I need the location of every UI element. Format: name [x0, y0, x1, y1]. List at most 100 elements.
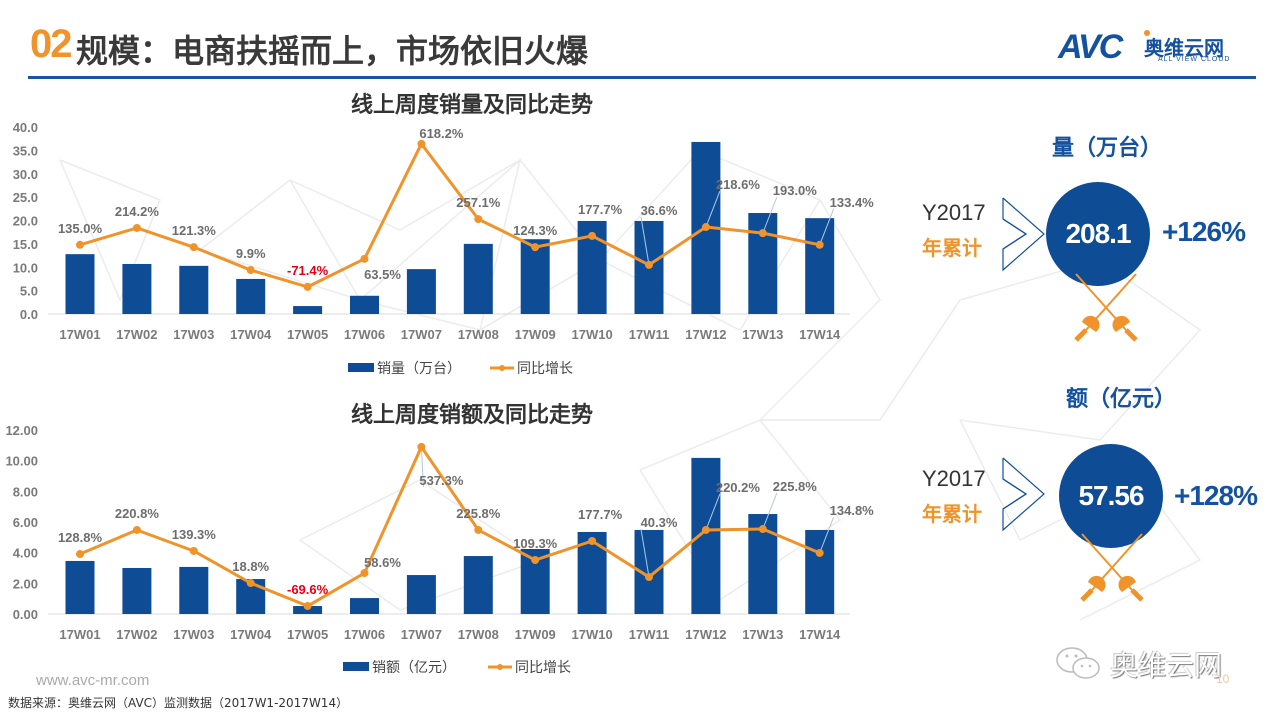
header-divider: [28, 76, 1256, 79]
y-tick-label: 30.0: [13, 167, 38, 182]
y-tick-label: 20.0: [13, 214, 38, 229]
x-tick-label: 17W05: [287, 627, 328, 642]
data-label: 58.6%: [364, 555, 401, 570]
growth-point: [132, 525, 141, 534]
watermark-text: 奥维云网: [1110, 649, 1223, 682]
x-tick-label: 17W08: [458, 327, 499, 342]
x-tick-label: 17W07: [401, 327, 442, 342]
bar: [350, 295, 379, 314]
data-label: 193.0%: [773, 183, 818, 198]
bar: [293, 306, 323, 314]
data-label: 40.3%: [641, 515, 678, 530]
logo-dot: [1144, 30, 1150, 36]
data-label: 128.8%: [58, 530, 103, 545]
crossed-fencing-swords-icon: [1080, 533, 1144, 602]
data-label: 139.3%: [172, 527, 217, 542]
kpi-heading: 量（万台）: [1052, 136, 1163, 161]
kpi-growth: +126%: [1162, 216, 1246, 247]
data-label: 225.8%: [773, 479, 818, 494]
bar: [122, 568, 152, 614]
growth-point: [531, 556, 540, 565]
x-tick-label: 17W05: [287, 327, 328, 342]
chart-title: 线上周度销额及同比走势: [351, 402, 593, 428]
bar: [65, 560, 95, 614]
y-tick-label: 15.0: [13, 237, 38, 252]
label-leader-line: [705, 493, 721, 531]
bar: [805, 529, 835, 614]
x-tick-label: 17W10: [571, 327, 612, 342]
x-tick-label: 17W11: [629, 327, 669, 342]
label-leader-line: [762, 196, 778, 234]
label-leader-line: [640, 216, 650, 265]
kpi-heading: 额（亿元）: [1066, 387, 1177, 412]
weekly-volume-chart: 线上周度销量及同比走势 40.0 35.0 30.0 25.0 20.0 15.0 10.0…: [13, 92, 874, 377]
growth-point: [588, 231, 597, 240]
y-tick-label: 35.0: [13, 143, 38, 158]
growth-line: [79, 445, 821, 608]
x-tick-label: 17W03: [173, 627, 214, 642]
growth-point: [645, 573, 653, 582]
growth-point: [189, 546, 198, 555]
label-leader-line: [819, 208, 835, 245]
y-tick-label: 5.0: [20, 284, 38, 299]
data-label: 177.7%: [578, 507, 623, 522]
growth-line: [79, 142, 821, 289]
bar: [520, 239, 550, 314]
data-label: -71.4%: [287, 263, 329, 278]
data-label: 63.5%: [364, 267, 401, 282]
data-label: -69.6%: [287, 582, 329, 597]
growth-point: [246, 579, 255, 588]
bar: [748, 213, 778, 314]
weekly-revenue-chart: 线上周度销额及同比走势 12.00 10.00 8.00 6.00 4.00 2.00 0.…: [5, 402, 874, 676]
kpi-cumulative-label: 年累计: [922, 502, 982, 526]
x-tick-label: 17W02: [116, 327, 157, 342]
y-tick-label: 12.00: [5, 423, 38, 438]
wechat-icon: [1056, 647, 1100, 679]
logo-mark: AVC: [1058, 28, 1123, 66]
kpi-value-badge: 208.1: [1046, 182, 1150, 286]
data-label: 218.6%: [716, 177, 761, 192]
y-tick-label: 0.0: [20, 307, 38, 322]
legend-swatch-bar: [343, 662, 369, 671]
bar: [463, 556, 493, 614]
x-tick-label: 17W03: [173, 327, 214, 342]
growth-point: [815, 548, 824, 557]
section-number: 02: [30, 22, 72, 66]
page-number: 10: [1216, 672, 1230, 686]
legend-label-line: 同比增长: [517, 361, 573, 377]
crossed-fencing-swords-icon: [1074, 273, 1138, 342]
growth-point: [531, 243, 540, 252]
y-tick-label: 2.00: [13, 576, 38, 591]
y-tick-label: 6.00: [13, 515, 38, 530]
growth-point: [758, 229, 767, 238]
growth-point: [588, 537, 597, 546]
data-label: 18.8%: [232, 559, 269, 574]
data-label: 257.1%: [456, 195, 501, 210]
growth-point: [417, 442, 426, 451]
avc-logo: AVC 奥维云网 ALL VIEW CLOUD: [1058, 28, 1229, 67]
x-tick-label: 17W02: [116, 627, 157, 642]
label-leader-line: [705, 190, 721, 228]
label-leader-line: [762, 492, 778, 530]
y-tick-label: 10.00: [5, 454, 38, 469]
x-tick-label: 17W04: [230, 327, 272, 342]
y-tick-label: 0.00: [13, 607, 38, 622]
label-leader-line: [640, 528, 650, 578]
x-tick-label: 17W01: [59, 327, 100, 342]
logo-name-en: ALL VIEW CLOUD: [1158, 56, 1231, 63]
bar: [122, 263, 152, 314]
x-tick-label: 17W12: [685, 627, 726, 642]
y-tick-label: 40.0: [13, 120, 38, 135]
bar: [406, 269, 436, 314]
growth-point: [815, 240, 824, 249]
outline-chevron-arrow-icon: [1002, 457, 1045, 532]
growth-point: [246, 266, 255, 275]
bar: [350, 598, 379, 614]
x-tick-label: 17W08: [458, 627, 499, 642]
legend-label-bar: 销量（万台）: [377, 361, 461, 377]
data-label: 618.2%: [419, 126, 464, 141]
x-tick-label: 17W09: [515, 327, 556, 342]
chart-legend: 销额（亿元） 同比增长: [343, 660, 571, 676]
y-tick-label: 25.0: [13, 190, 38, 205]
bar: [463, 243, 493, 314]
